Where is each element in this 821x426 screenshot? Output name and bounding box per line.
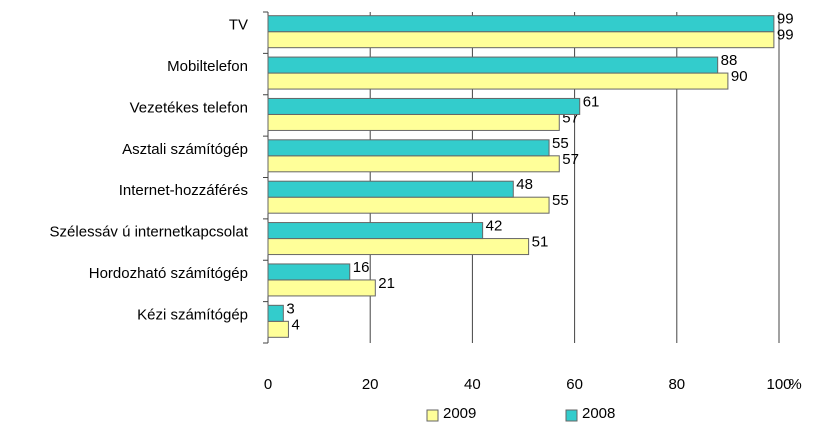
bar — [267, 222, 484, 240]
legend-swatch — [426, 409, 439, 422]
bar — [267, 15, 775, 33]
bar — [267, 56, 719, 74]
bar — [267, 304, 284, 322]
bar — [267, 279, 376, 297]
bar — [267, 113, 560, 131]
x-tick-label: 100 — [766, 376, 791, 393]
data-label: 3 — [286, 300, 294, 317]
data-label: 61 — [583, 93, 600, 110]
data-label: 55 — [552, 192, 569, 209]
data-label: 4 — [291, 316, 299, 333]
x-tick-label: 60 — [566, 376, 583, 393]
data-label: 21 — [378, 275, 395, 292]
legend-swatch — [565, 409, 578, 422]
data-label: 88 — [721, 52, 738, 69]
data-label: 99 — [777, 27, 794, 44]
y-tick-label: Kézi számítógép — [137, 306, 248, 323]
bar — [267, 139, 550, 157]
bar — [267, 196, 550, 214]
y-tick-label: Internet-hozzáférés — [119, 182, 248, 199]
y-tick-label: Hordozható számítógép — [89, 265, 248, 282]
data-label: 55 — [552, 135, 569, 152]
bar — [267, 31, 775, 49]
bar — [267, 263, 351, 281]
y-tick-label: Vezetékes telefon — [130, 99, 248, 116]
bar — [267, 72, 729, 90]
bar — [267, 238, 530, 256]
x-tick-label: 20 — [362, 376, 379, 393]
data-label: 51 — [532, 234, 549, 251]
x-tick-label: 0 — [264, 376, 272, 393]
x-tick-label: 40 — [464, 376, 481, 393]
data-label: 48 — [516, 176, 533, 193]
legend-label: 2009 — [443, 405, 476, 422]
y-tick-label: Asztali számítógép — [122, 141, 248, 158]
bar — [267, 320, 289, 338]
bar — [267, 97, 581, 115]
y-tick-label: Szélessáv ú internetkapcsolat — [50, 224, 249, 241]
data-label: 90 — [731, 68, 748, 85]
y-tick-label: Mobiltelefon — [167, 58, 248, 75]
bar — [267, 155, 560, 173]
data-label: 99 — [777, 11, 794, 28]
legend-label: 2008 — [582, 405, 615, 422]
data-label: 57 — [562, 151, 579, 168]
x-tick-label: 80 — [668, 376, 685, 393]
x-unit-label: % — [788, 376, 801, 393]
data-label: 42 — [486, 218, 503, 235]
bar — [267, 180, 514, 198]
data-label: 16 — [353, 259, 370, 276]
y-tick-label: TV — [229, 17, 248, 34]
